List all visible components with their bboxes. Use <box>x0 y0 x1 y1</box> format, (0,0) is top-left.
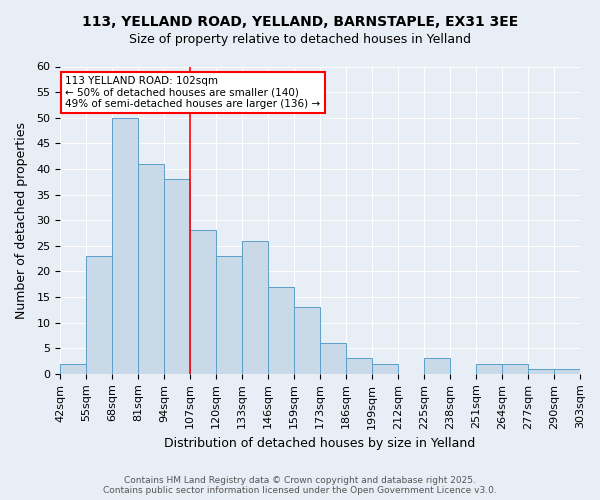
Bar <box>294 307 320 374</box>
Bar <box>320 343 346 374</box>
Text: Contains HM Land Registry data © Crown copyright and database right 2025.
Contai: Contains HM Land Registry data © Crown c… <box>103 476 497 495</box>
Bar <box>554 368 580 374</box>
Y-axis label: Number of detached properties: Number of detached properties <box>15 122 28 318</box>
Bar <box>60 364 86 374</box>
Bar <box>242 240 268 374</box>
Bar <box>216 256 242 374</box>
Bar <box>528 368 554 374</box>
X-axis label: Distribution of detached houses by size in Yelland: Distribution of detached houses by size … <box>164 437 476 450</box>
Bar <box>86 256 112 374</box>
Text: 113, YELLAND ROAD, YELLAND, BARNSTAPLE, EX31 3EE: 113, YELLAND ROAD, YELLAND, BARNSTAPLE, … <box>82 15 518 29</box>
Text: 113 YELLAND ROAD: 102sqm
← 50% of detached houses are smaller (140)
49% of semi-: 113 YELLAND ROAD: 102sqm ← 50% of detach… <box>65 76 320 109</box>
Bar <box>138 164 164 374</box>
Bar <box>164 179 190 374</box>
Bar <box>268 286 294 374</box>
Bar <box>424 358 450 374</box>
Bar <box>502 364 528 374</box>
Bar <box>476 364 502 374</box>
Bar <box>372 364 398 374</box>
Bar <box>346 358 372 374</box>
Text: Size of property relative to detached houses in Yelland: Size of property relative to detached ho… <box>129 32 471 46</box>
Bar <box>112 118 138 374</box>
Bar <box>190 230 216 374</box>
